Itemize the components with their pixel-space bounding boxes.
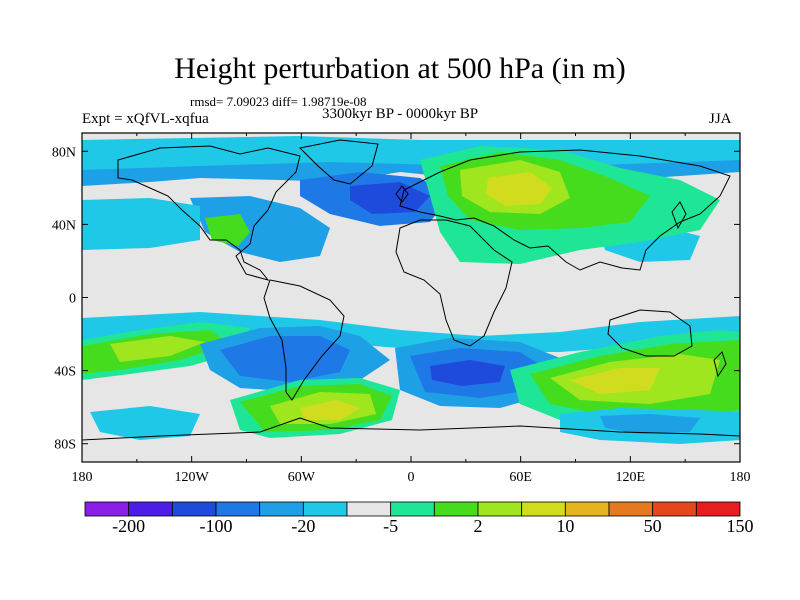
field-sa-orange (300, 400, 360, 420)
x-tick-label: 120E (616, 470, 646, 485)
field-na-green (205, 214, 250, 246)
coast-antarctica (82, 417, 740, 441)
colorbar-swatch (564, 501, 610, 517)
colorbar-swatch (346, 501, 392, 517)
field-io-orange (570, 368, 660, 394)
colorbar-label: -200 (112, 516, 146, 536)
coast-africa (395, 219, 513, 347)
coast-australia (607, 309, 693, 357)
x-tick-label: 120W (175, 470, 210, 485)
x-tick-label: 0 (408, 470, 415, 485)
axis-tick-labels: 180 120W 60W 0 60E 120E 180 80N 40N 0 40S 80S (52, 145, 751, 485)
colorbar-label: 10 (556, 516, 575, 536)
colorbar-swatch (433, 501, 479, 517)
colorbar-label: -5 (383, 516, 399, 536)
coast-greenland (298, 139, 379, 185)
season-label: JJA (709, 111, 732, 127)
colorbar (84, 501, 741, 517)
map-title: Height perturbation at 500 hPa (in m) (174, 52, 626, 85)
colorbar-swatch (390, 501, 435, 517)
field-atlantic-low-core (350, 182, 430, 214)
plot-area (82, 133, 740, 462)
period-label: 3300kyr BP - 0000kyr BP (321, 106, 479, 122)
x-tick-label: 60W (288, 470, 316, 485)
y-tick-label: 80N (52, 145, 76, 160)
colorbar-swatch (608, 501, 654, 517)
colorbar-swatch (84, 501, 130, 517)
colorbar-label: 50 (643, 516, 662, 536)
coast-uk (395, 185, 409, 203)
field-sh-atlantic-low-core (430, 360, 505, 386)
coast-south-america (263, 279, 345, 401)
y-tick-label: 40S (54, 365, 76, 380)
y-tick-label: 80S (54, 438, 76, 453)
colorbar-swatch (695, 501, 741, 517)
colorbar-swatch (521, 501, 566, 517)
y-tick-label: 40N (52, 218, 76, 233)
field-antarctic-blue (600, 414, 700, 434)
colorbar-label: -100 (199, 516, 233, 536)
field-south-cyan-band (82, 312, 740, 352)
colorbar-swatch (652, 501, 697, 517)
colorbar-label: 150 (726, 516, 754, 536)
field-eurasia-yellow (486, 172, 552, 206)
colorbar-label: -20 (291, 516, 316, 536)
colorbar-swatch (215, 501, 261, 517)
colorbar-swatch (128, 501, 173, 517)
stats-text: rmsd= 7.09023 diff= 1.98719e-08 (190, 94, 367, 109)
field-na-blue (190, 196, 330, 262)
field-sw-pacific-yellow (110, 336, 205, 362)
x-tick-label: 180 (72, 470, 93, 485)
colorbar-swatch (477, 501, 523, 517)
x-tick-label: 180 (730, 470, 751, 485)
colorbar-swatch (259, 501, 304, 517)
colorbar-swatch (302, 501, 348, 517)
coast-north-america (117, 145, 301, 281)
experiment-label: Expt = xQfVL-xqfua (82, 111, 209, 127)
colorbar-label: 2 (473, 516, 483, 536)
field-se-pacific-cyan (90, 406, 200, 440)
y-tick-label: 0 (69, 292, 76, 307)
colorbar-swatch (171, 501, 217, 517)
axis-ticks (81, 133, 741, 462)
field-na-cyan (82, 198, 200, 250)
coast-eurasia (399, 149, 731, 271)
coast-new-zealand (713, 351, 727, 378)
x-tick-label: 60E (509, 470, 532, 485)
coastlines (82, 139, 740, 441)
coast-japan (671, 201, 687, 230)
